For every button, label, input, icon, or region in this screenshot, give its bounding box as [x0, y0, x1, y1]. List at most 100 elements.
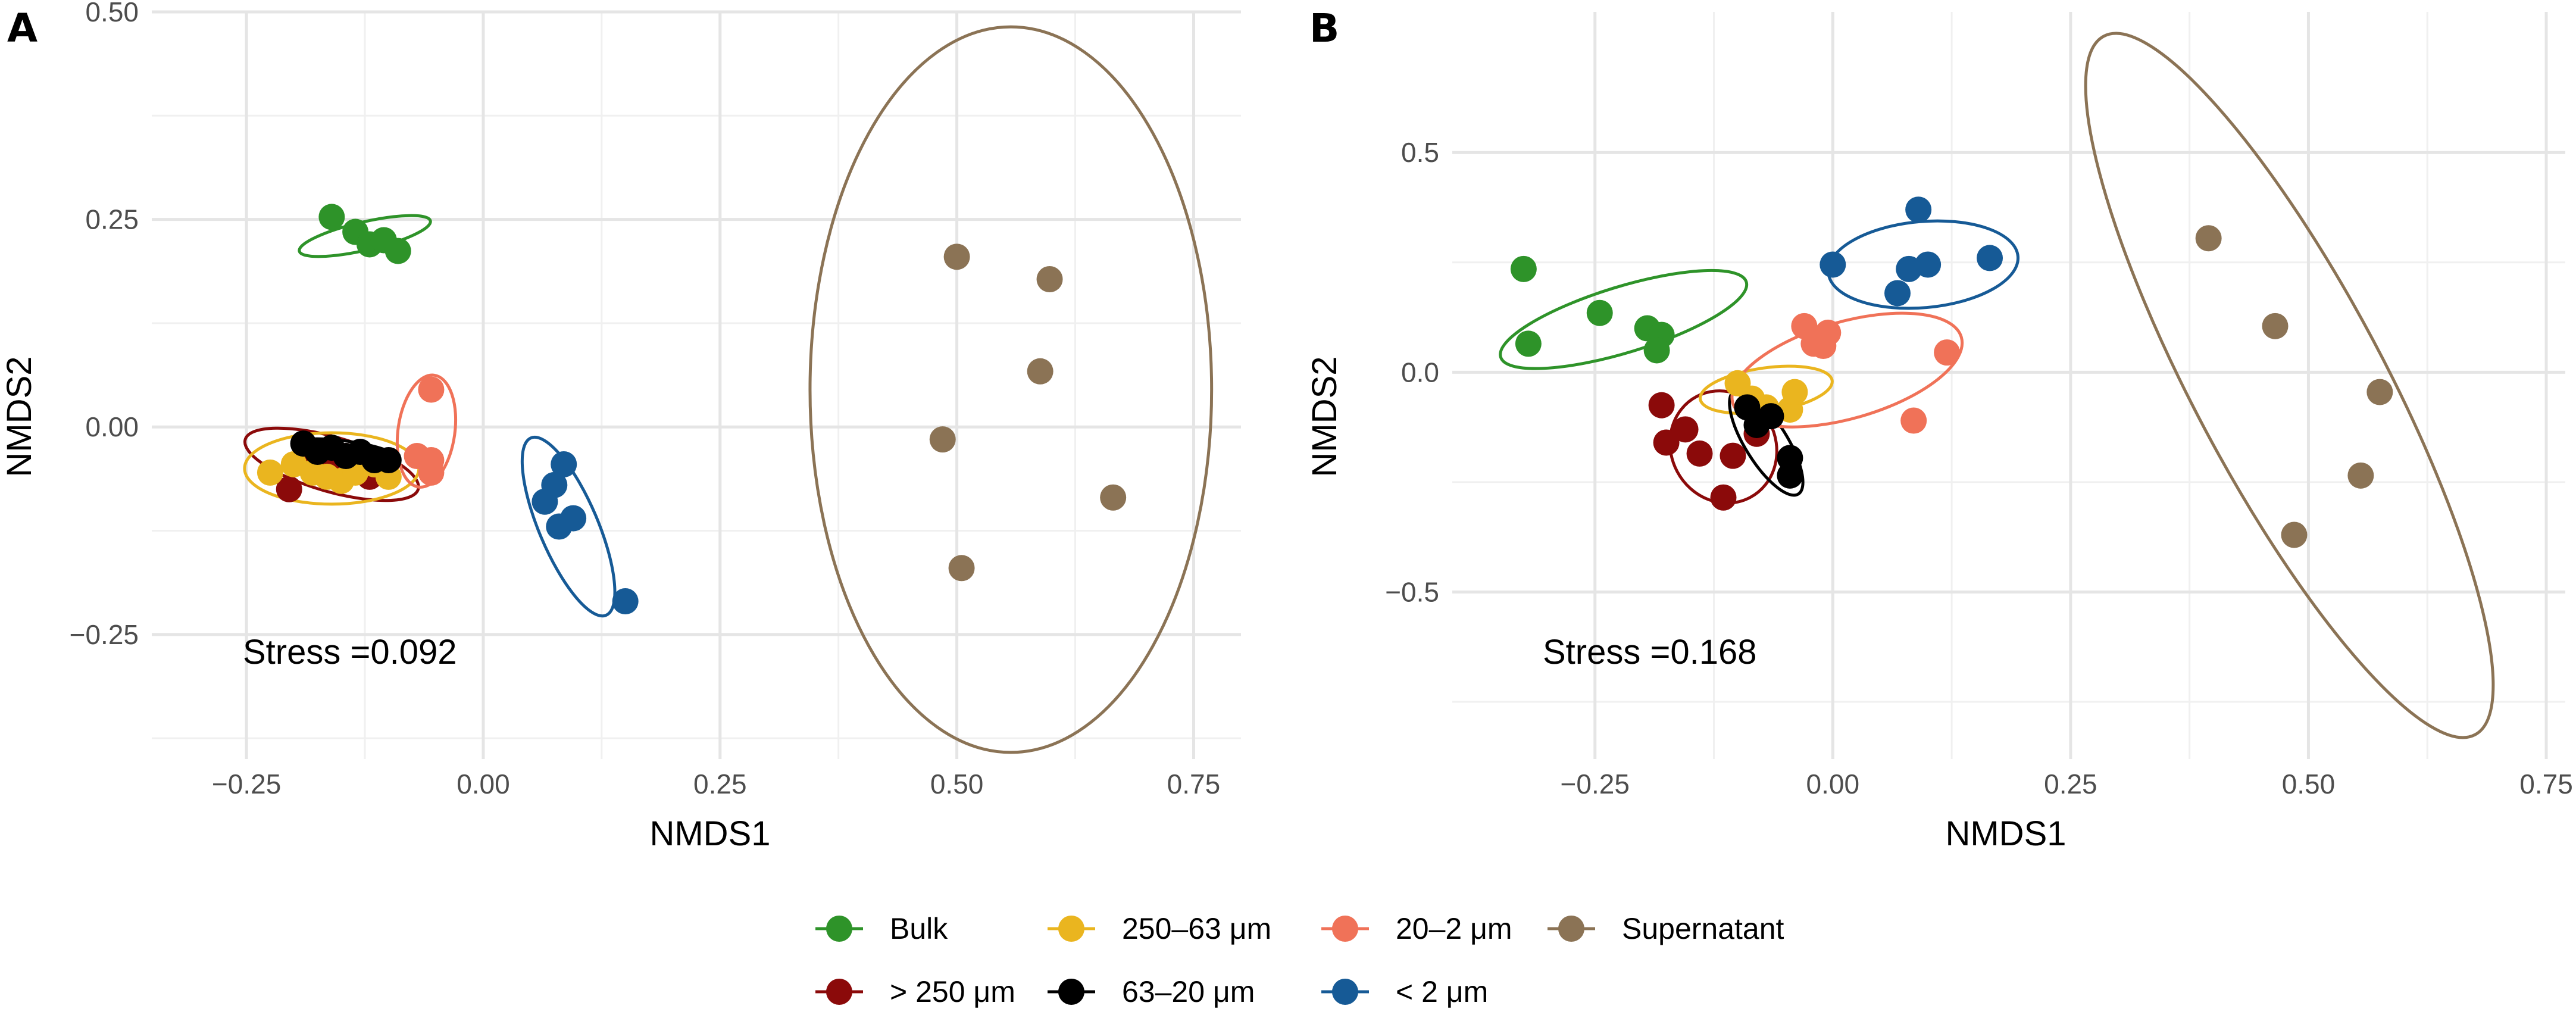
g250_63-point [1781, 379, 1808, 405]
lt2-point [1977, 245, 2003, 271]
y-tick-label: 0.50 [85, 0, 139, 27]
x-tick-label: 0.00 [457, 769, 510, 799]
panel-a-y-ticks: −0.25 0.00 0.25 0.50 [70, 0, 139, 650]
legend-key-dot [826, 979, 852, 1005]
super-point [2281, 521, 2308, 548]
x-tick-label: −0.25 [212, 769, 281, 799]
g63_20-point [375, 447, 402, 473]
gt250-point [276, 476, 302, 502]
y-tick-label: −0.5 [1385, 576, 1439, 607]
legend-label-g250_63: 250–63 μm [1122, 912, 1271, 945]
lt2-point [1905, 196, 1932, 223]
gt250-point [1672, 416, 1699, 443]
x-tick-label: 0.00 [1806, 769, 1860, 799]
y-tick-label: −0.25 [70, 619, 139, 650]
legend-item-g20_2: 20–2 μm [1321, 912, 1512, 945]
super-point [2366, 379, 2393, 405]
panel-a-stress-label: Stress =0.092 [243, 633, 457, 671]
g20_2-ellipse [395, 373, 458, 489]
bulk-point [384, 238, 411, 264]
panel-b: B −0.25 0.00 0.25 0.50 0.75 −0.5 0.0 0.5 Stres… [1305, 5, 2573, 853]
x-tick-label: −0.25 [1561, 769, 1630, 799]
legend-item-super: Supernatant [1548, 912, 1784, 945]
super-point [943, 243, 970, 270]
g250_63-point [257, 459, 283, 486]
legend-label-gt250: > 250 μm [890, 975, 1015, 1008]
legend-label-super: Supernatant [1622, 912, 1784, 945]
super-point [2347, 462, 2374, 489]
legend-item-lt2: < 2 μm [1321, 975, 1488, 1008]
panel-b-stress-label: Stress =0.168 [1543, 633, 1757, 671]
super-point [948, 555, 975, 582]
y-tick-label: 0.25 [85, 204, 139, 235]
panel-a-points [257, 204, 1127, 615]
legend-key-dot [1058, 979, 1084, 1005]
gt250-point [1720, 442, 1746, 469]
legend-key-dot [1558, 916, 1584, 942]
super-point [1027, 358, 1053, 385]
legend-key-dot [826, 916, 852, 942]
y-tick-label: 0.00 [85, 411, 139, 442]
panel-b-points [1510, 196, 2393, 548]
legend-key-dot [1332, 979, 1358, 1005]
g20_2-point [1900, 407, 1927, 434]
panel-b-y-ticks: −0.5 0.0 0.5 [1385, 137, 1439, 607]
super-point [1100, 484, 1127, 511]
lt2-point [1820, 251, 1846, 278]
panel-a-y-axis-title: NMDS2 [0, 356, 39, 477]
legend-label-g63_20: 63–20 μm [1122, 975, 1255, 1008]
legend-key-dot [1058, 916, 1084, 942]
lt2-point [612, 588, 639, 615]
legend-item-gt250: > 250 μm [815, 975, 1015, 1008]
legend-key-dot [1332, 916, 1358, 942]
lt2-point [1884, 280, 1911, 307]
x-tick-label: 0.50 [930, 769, 984, 799]
gt250-point [1653, 429, 1680, 456]
x-tick-label: 0.50 [2282, 769, 2336, 799]
panel-a-x-ticks: −0.25 0.00 0.25 0.50 0.75 [212, 769, 1220, 799]
panel-a-x-axis-title: NMDS1 [649, 814, 770, 853]
x-tick-label: 0.25 [2044, 769, 2097, 799]
panel-a-grid [152, 10, 1241, 759]
bulk-point [1586, 299, 1613, 326]
gt250-point [1648, 392, 1675, 418]
gt250-point [1710, 484, 1737, 511]
legend: Bulk 250–63 μm 20–2 μm Supernatant > 250 μm 6… [815, 912, 1784, 1008]
bulk-point [318, 204, 345, 230]
x-tick-label: 0.75 [1167, 769, 1221, 799]
super-point [929, 426, 956, 453]
y-tick-label: 0.0 [1401, 357, 1439, 388]
x-tick-label: 0.75 [2519, 769, 2573, 799]
g20_2-point [418, 459, 445, 486]
legend-item-g63_20: 63–20 μm [1048, 975, 1255, 1008]
lt2-point [1915, 251, 1942, 278]
super-point [1036, 266, 1063, 293]
bulk-point [1515, 330, 1542, 357]
panel-b-y-axis-title: NMDS2 [1305, 356, 1344, 477]
gt250-point [1686, 440, 1713, 467]
panel-a-letter: A [7, 5, 37, 51]
panel-b-letter: B [1309, 5, 1339, 51]
g20_2-point [1934, 339, 1961, 366]
lt2-point [532, 488, 558, 515]
super-ellipse [2084, 32, 2495, 739]
g63_20-point [1777, 462, 1803, 489]
super-ellipse [808, 25, 1214, 754]
panel-b-x-ticks: −0.25 0.00 0.25 0.50 0.75 [1561, 769, 2573, 799]
panel-a: A −0.25 0.00 0.25 0.50 0.75 −0.25 0.00 0.25 0.5… [0, 0, 1241, 853]
panel-b-grid [1452, 12, 2565, 759]
legend-label-g20_2: 20–2 μm [1396, 912, 1512, 945]
bulk-point [1643, 337, 1670, 364]
g63_20-point [1758, 403, 1784, 430]
legend-item-g250_63: 250–63 μm [1048, 912, 1271, 945]
legend-label-bulk: Bulk [890, 912, 948, 945]
legend-label-lt2: < 2 μm [1396, 975, 1488, 1008]
super-point [2195, 225, 2222, 252]
legend-item-bulk: Bulk [815, 912, 948, 945]
lt2-point [560, 505, 587, 532]
g20_2-point [418, 376, 445, 403]
bulk-point [1510, 255, 1537, 282]
x-tick-label: 0.25 [693, 769, 747, 799]
bulk-ellipse [1499, 268, 1749, 370]
